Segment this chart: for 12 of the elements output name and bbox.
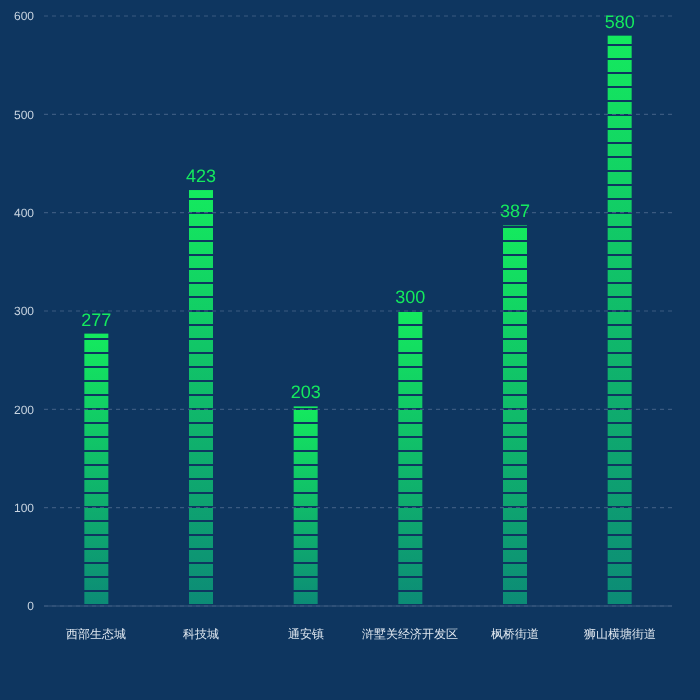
bar [607, 35, 632, 606]
bar [398, 311, 423, 606]
bar [84, 333, 109, 606]
bar [503, 225, 527, 606]
data-label: 300 [395, 287, 426, 307]
data-label: 423 [185, 166, 217, 187]
data-label: 277 [81, 309, 112, 330]
bar [293, 406, 318, 606]
data-label: 387 [499, 201, 531, 222]
data-label: 580 [604, 11, 635, 32]
data-label: 203 [290, 382, 321, 403]
bar [189, 190, 213, 606]
